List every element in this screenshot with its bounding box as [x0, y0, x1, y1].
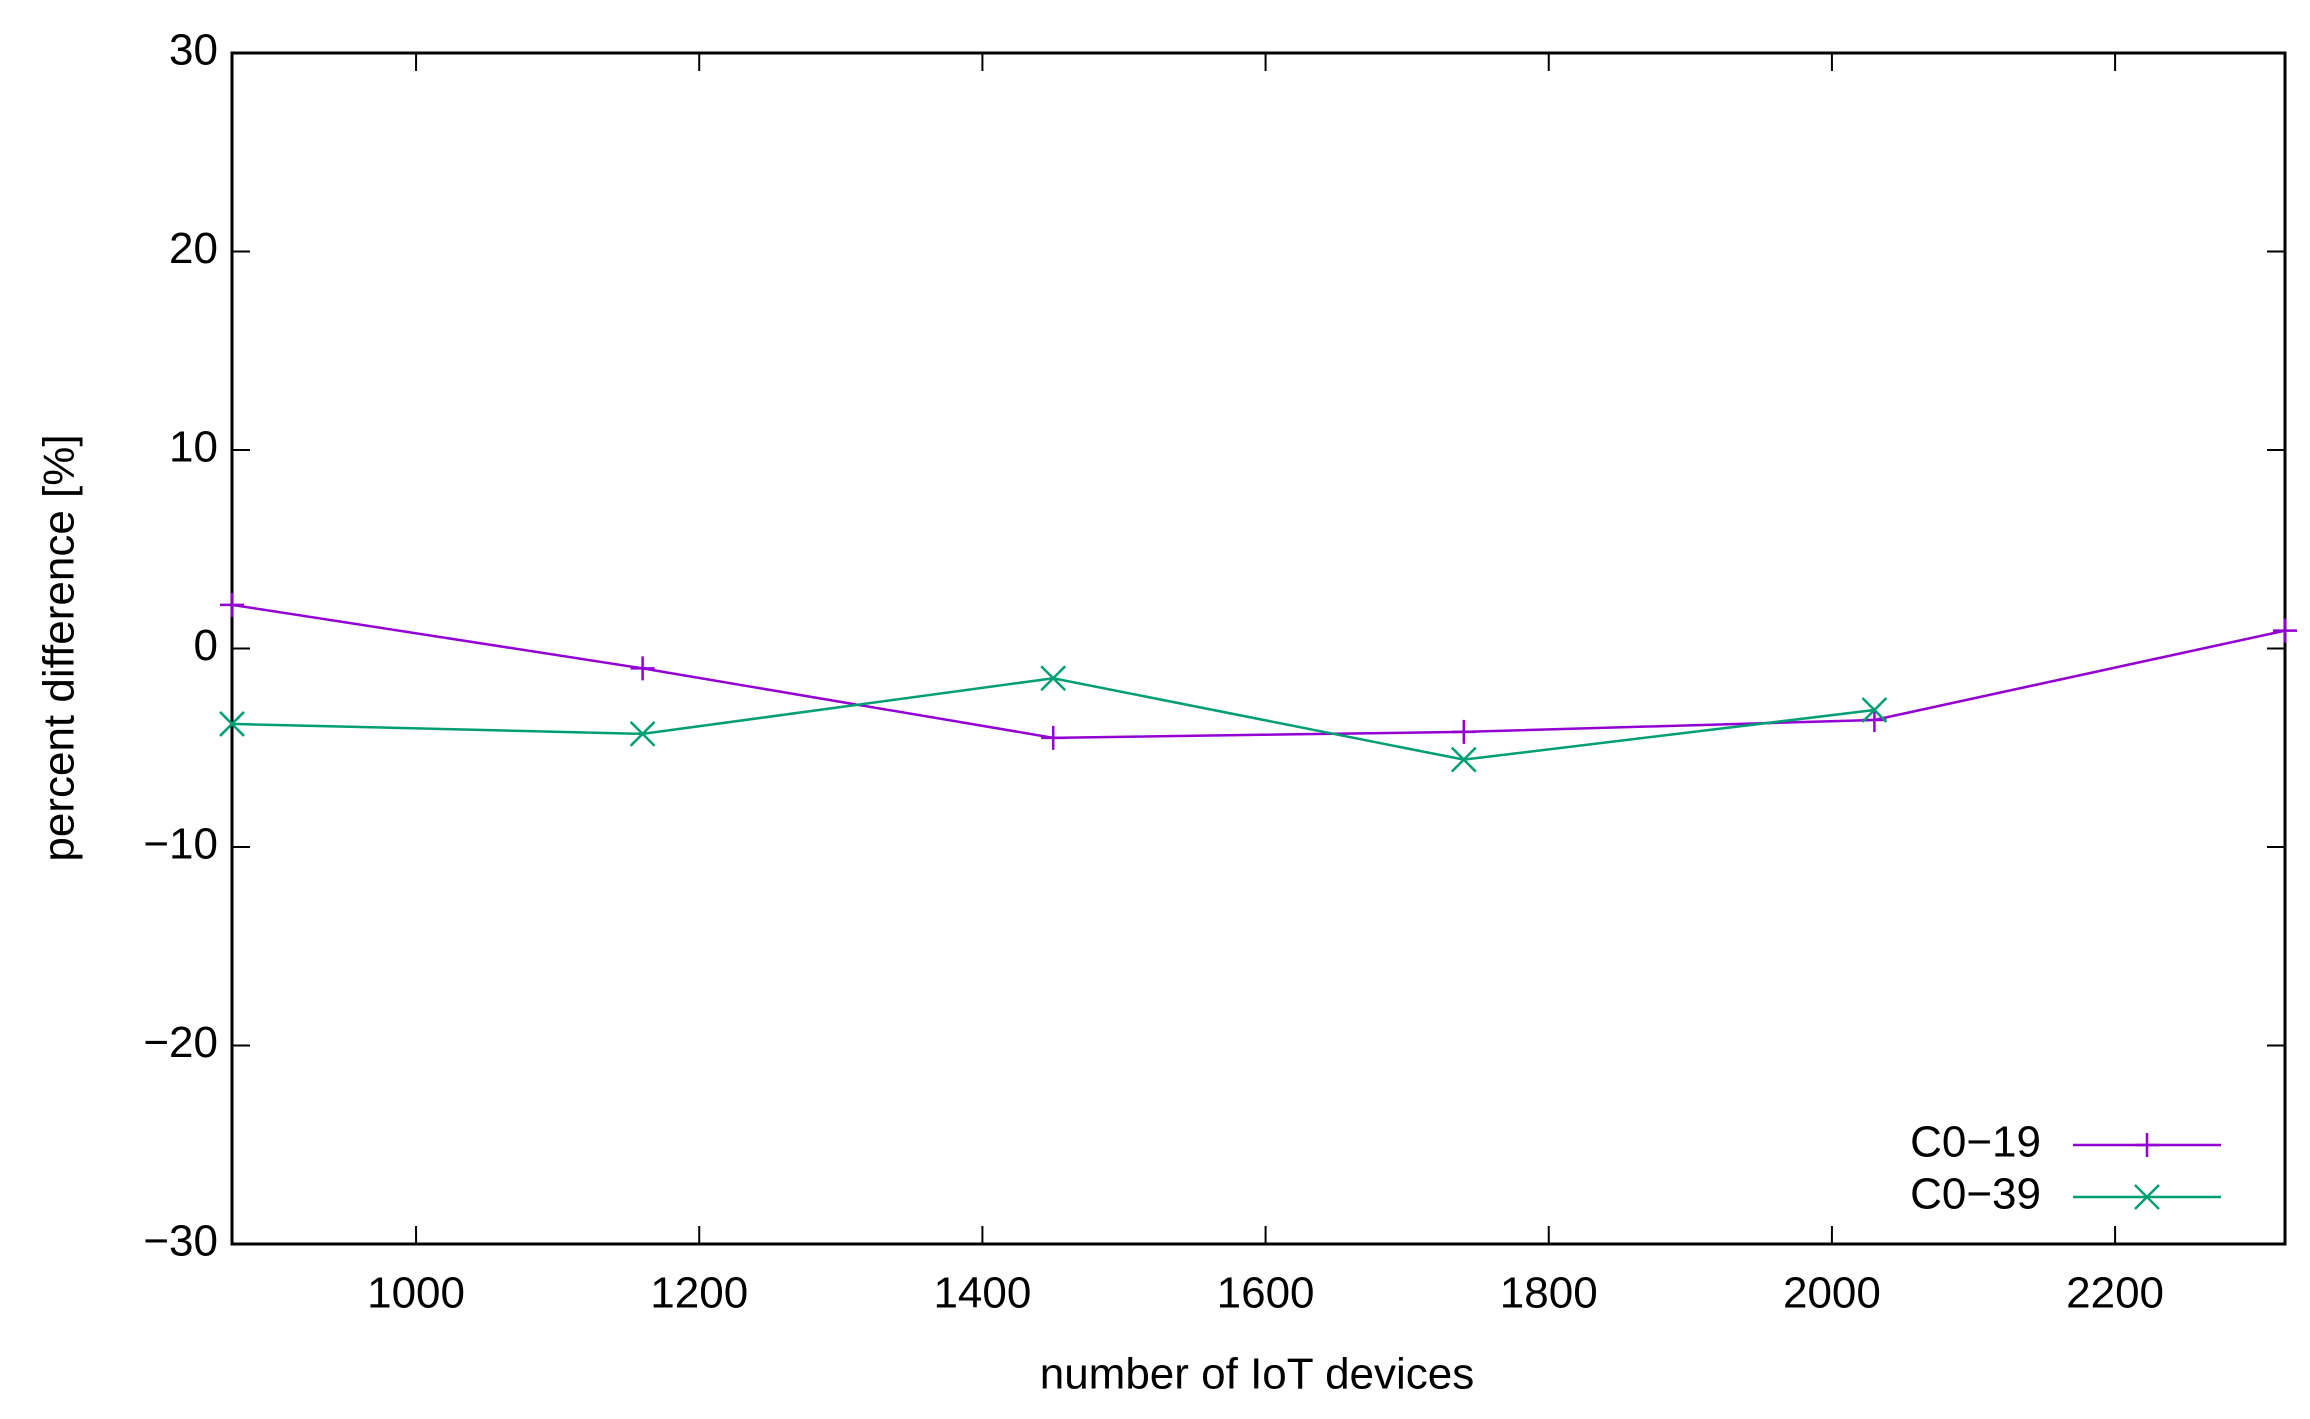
marker — [1451, 719, 1476, 744]
x-tick-label: 1600 — [1217, 1269, 1315, 1318]
x-axis-label: number of IoT devices — [1040, 1350, 1475, 1399]
marker — [1450, 746, 1477, 773]
marker — [1041, 725, 1066, 750]
x-tick-label: 1400 — [933, 1269, 1031, 1318]
y-tick-label: 0 — [194, 621, 218, 670]
y-tick-label: 10 — [169, 423, 218, 472]
series-line — [231, 603, 2286, 740]
x-tick-label: 1200 — [650, 1269, 748, 1318]
y-tick-label: −30 — [143, 1217, 218, 1266]
marker — [220, 592, 244, 617]
marker — [630, 656, 655, 681]
marker — [2135, 1133, 2159, 1157]
marker — [1040, 665, 1067, 692]
marker — [219, 711, 245, 737]
y-axis-label: percent difference [%] — [35, 434, 84, 861]
x-tick-label: 1800 — [1500, 1269, 1598, 1318]
marker — [629, 720, 656, 747]
marker — [1861, 697, 1888, 723]
y-tick-label: −20 — [143, 1018, 218, 1067]
y-tick-label: 20 — [169, 224, 218, 273]
x-tick-label: 1000 — [367, 1269, 465, 1318]
y-tick-label: −10 — [143, 820, 218, 869]
marker — [1862, 707, 1887, 732]
legend-label: C0−39 — [1910, 1170, 2041, 1219]
marker — [2134, 1184, 2160, 1210]
marker — [2273, 618, 2297, 643]
plot-frame — [230, 51, 2287, 1246]
x-tick-label: 2200 — [2066, 1269, 2164, 1318]
x-tick-label: 2000 — [1783, 1269, 1881, 1318]
legend-label: C0−19 — [1910, 1118, 2041, 1167]
y-tick-label: 30 — [169, 26, 218, 75]
